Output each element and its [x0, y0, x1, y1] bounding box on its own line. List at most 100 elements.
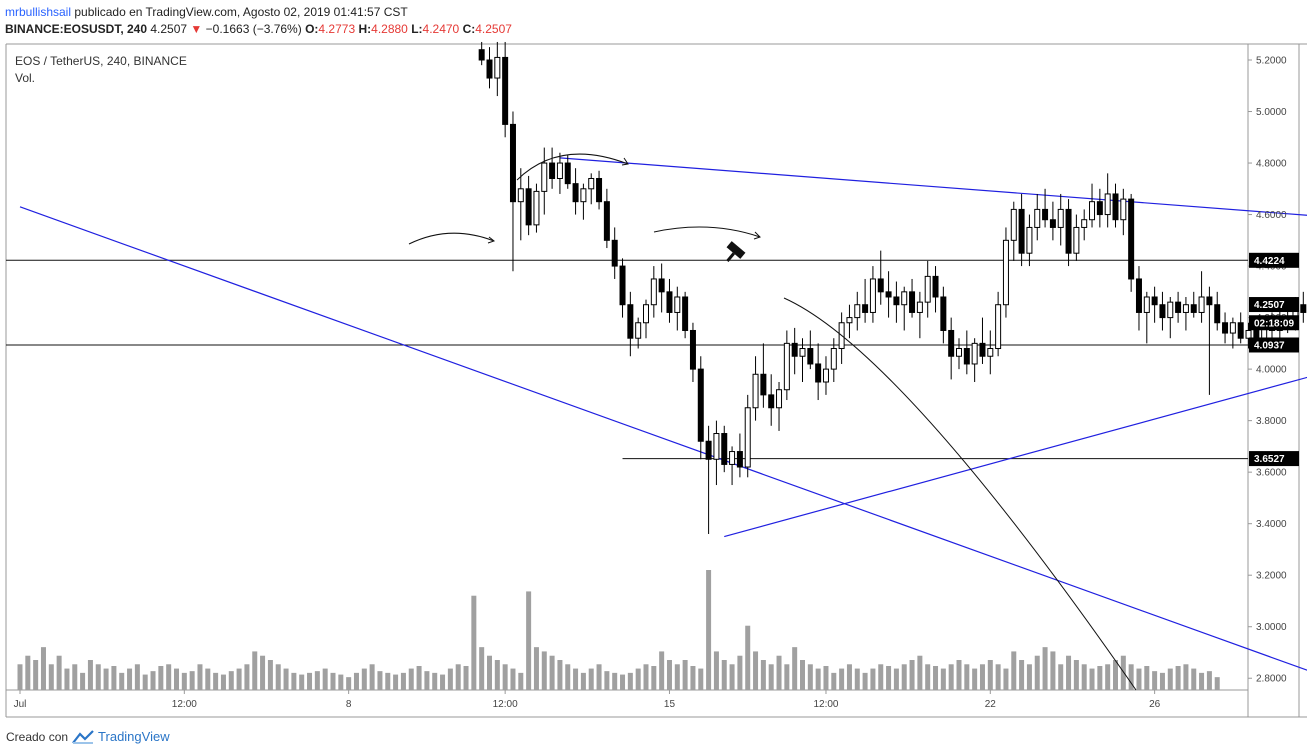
volume-bar [1034, 655, 1040, 690]
y-tick-label: 3.0000 [1256, 622, 1287, 633]
volume-bar [307, 672, 313, 690]
volume-bar [580, 672, 586, 690]
candle-body [776, 389, 783, 409]
candle-body [1229, 322, 1236, 334]
author-link[interactable]: mrbullishsail [5, 5, 72, 19]
candle-body [494, 56, 501, 79]
candle-body [1300, 304, 1307, 313]
candle-body [564, 162, 571, 185]
volume-bar [220, 674, 226, 690]
volume-bar [526, 591, 532, 690]
candle-body [1002, 239, 1009, 306]
candle-body [744, 407, 751, 468]
volume-bar [862, 672, 868, 690]
volume-bar [1105, 664, 1111, 690]
volume-bar [400, 672, 406, 690]
x-tick-label: 26 [1149, 699, 1161, 710]
candle-body [940, 296, 947, 331]
volume-bar [150, 671, 156, 690]
volume-bar [213, 672, 219, 690]
volume-bar [236, 668, 242, 690]
volume-bar [471, 595, 477, 690]
volume-bar [713, 651, 719, 690]
volume-bar [111, 666, 117, 690]
arc-arrow-3 [653, 226, 761, 238]
volume-bar [48, 664, 54, 690]
volume-bar [1089, 668, 1095, 690]
y-tick-label: 4.6000 [1256, 210, 1287, 221]
volume-bar [440, 674, 446, 690]
candle-body [987, 348, 994, 357]
arrow-head-2 [621, 157, 629, 166]
volume-bar [979, 664, 985, 690]
volume-bar [666, 660, 672, 690]
volume-bar [174, 668, 179, 690]
volume-bar [557, 660, 563, 690]
candle-body [1245, 329, 1252, 339]
candle-body [760, 373, 767, 396]
candle-body [643, 304, 649, 324]
price-badge-label: 4.0937 [1254, 340, 1285, 351]
volume-bar [706, 570, 712, 690]
publish-line: mrbullishsail publicado en TradingView.c… [5, 4, 512, 21]
candle-body [956, 348, 962, 357]
high-value: 4.2880 [371, 22, 408, 36]
volume-bar [1206, 671, 1212, 690]
price-badge-label: 02:18:09 [1254, 318, 1294, 329]
candle-body [1104, 193, 1111, 216]
chart-legend: EOS / TetherUS, 240, BINANCE Vol. [15, 53, 187, 87]
volume-bar [682, 660, 688, 690]
volume-bar [87, 660, 93, 690]
candle-body [979, 342, 986, 357]
volume-bar [893, 668, 899, 690]
volume-bar [338, 674, 344, 690]
candle-body [799, 348, 806, 357]
volume-bar [549, 655, 555, 690]
open-label: O: [305, 22, 319, 36]
volume-bar [737, 655, 743, 690]
candle-body [901, 291, 908, 306]
gavel-icon [726, 241, 746, 263]
candle-body [932, 275, 939, 298]
volume-bar [299, 674, 305, 690]
candle-body [1128, 198, 1135, 280]
price-axis[interactable]: 5.20005.00004.80004.60004.40004.20004.00… [1248, 56, 1287, 685]
volume-bar [72, 664, 78, 690]
volume-bar [643, 664, 649, 690]
candle-body [674, 296, 681, 313]
volume-bar [1097, 666, 1103, 690]
candle-body [1143, 296, 1150, 313]
volume-bar [823, 666, 829, 690]
candle-body [603, 201, 610, 241]
volume-bar [447, 668, 453, 690]
volume-bar [56, 655, 62, 690]
chart-frame [5, 43, 1307, 718]
volume-bar [189, 671, 195, 690]
volume-bar [917, 655, 923, 690]
volume-bar [64, 668, 70, 690]
volume-bar [760, 660, 766, 690]
x-tick-label: 22 [985, 699, 997, 710]
candle-body [525, 188, 532, 226]
candle-body [627, 304, 634, 339]
trendline [724, 376, 1307, 538]
volume-bar [181, 672, 187, 690]
volume-bar [322, 668, 328, 690]
candle-body [596, 177, 603, 203]
candle-body [1042, 208, 1049, 221]
x-tick-label: 12:00 [172, 699, 197, 710]
volume-bar [1003, 668, 1009, 690]
tradingview-brand[interactable]: TradingView [98, 729, 170, 744]
volume-bar [275, 664, 281, 690]
candle-body [1049, 219, 1056, 228]
volume-bar [346, 677, 352, 690]
time-axis[interactable]: Jul12:00812:001512:002226Ago512:001212:0… [14, 690, 1307, 710]
candle-body [682, 296, 689, 331]
volume-bar [1136, 668, 1142, 690]
volume-bar [596, 664, 602, 690]
volume-bar [119, 672, 125, 690]
candle-body [549, 162, 556, 179]
candle-body [1089, 201, 1096, 221]
volume-bar [502, 664, 508, 690]
